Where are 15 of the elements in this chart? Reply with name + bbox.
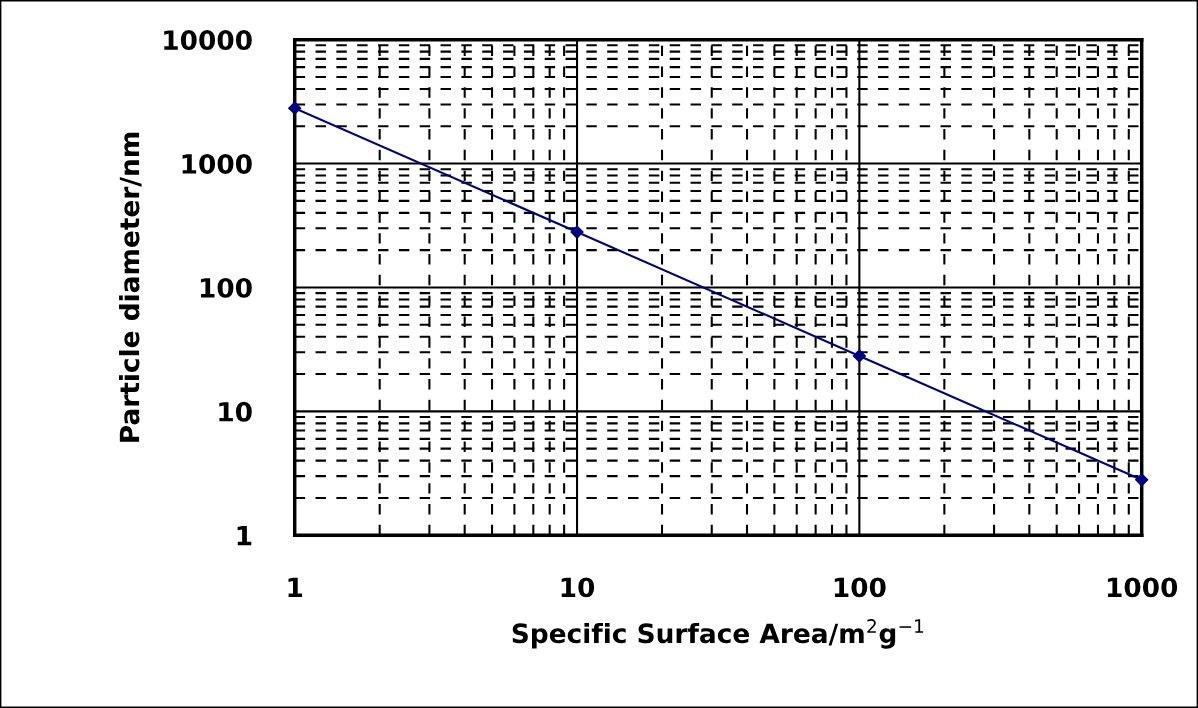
y-tick-label: 1 — [237, 526, 252, 546]
point — [852, 349, 866, 363]
y-tick-label: 10 — [219, 401, 252, 422]
x-tick-label: 10 — [561, 577, 595, 598]
y-axis-title: Particle diameter/nm — [119, 132, 142, 442]
x-tick-label: 1000 — [1107, 577, 1178, 598]
y-tick-label: 10000 — [164, 30, 252, 51]
x-tick-label: 1 — [288, 577, 303, 597]
x-axis-title: Specific Surface Area/m$^{2}$g$^{−1}$ — [512, 619, 924, 649]
point — [288, 101, 302, 115]
point — [1135, 473, 1149, 487]
point — [570, 225, 584, 239]
y-tick-label: 1000 — [182, 153, 252, 174]
x-tick-label: 100 — [834, 577, 886, 598]
y-tick-label: 100 — [200, 277, 252, 298]
